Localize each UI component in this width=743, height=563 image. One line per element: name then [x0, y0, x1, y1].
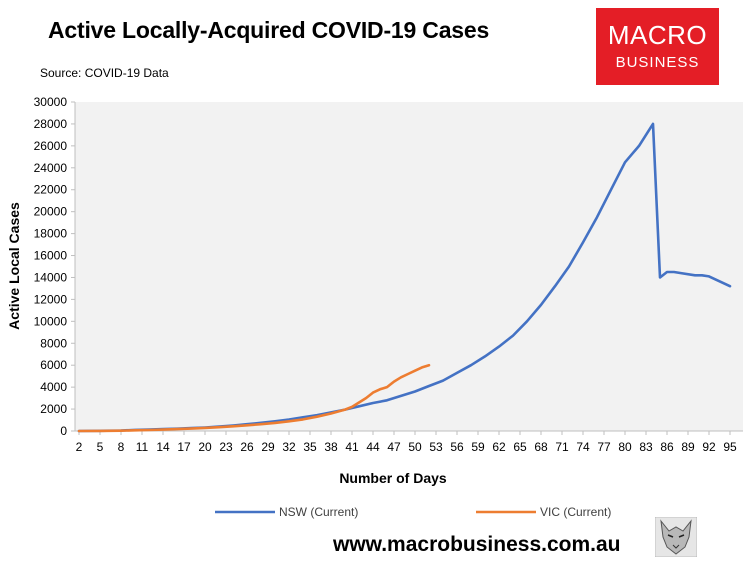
x-tick-label: 74	[576, 440, 590, 454]
y-tick-label: 12000	[34, 292, 68, 306]
y-tick-label: 20000	[34, 205, 68, 219]
y-tick-label: 0	[60, 424, 67, 438]
x-tick-label: 5	[97, 440, 104, 454]
y-tick-label: 14000	[34, 270, 68, 284]
x-tick-label: 26	[240, 440, 254, 454]
legend-label: NSW (Current)	[279, 505, 358, 519]
x-tick-label: 86	[660, 440, 674, 454]
x-tick-label: 11	[136, 440, 149, 454]
y-tick-label: 18000	[34, 227, 68, 241]
x-tick-label: 32	[282, 440, 296, 454]
page-title: Active Locally-Acquired COVID-19 Cases	[48, 17, 490, 43]
legend: NSW (Current) VIC (Current)	[215, 505, 611, 519]
x-tick-label: 56	[450, 440, 464, 454]
axes: 0 2000 4000 6000 8000 10000 12000 14000 16000 180…	[34, 95, 743, 454]
x-tick-label: 68	[534, 440, 548, 454]
x-tick-label: 65	[513, 440, 527, 454]
logo-line-1: MACRO	[607, 20, 708, 50]
x-tick-label: 23	[219, 440, 233, 454]
x-tick-label: 20	[198, 440, 212, 454]
y-tick-label: 6000	[40, 358, 67, 372]
footer-url: www.macrobusiness.com.au	[333, 533, 621, 556]
y-tick-label: 22000	[34, 183, 68, 197]
x-tick-label: 89	[681, 440, 695, 454]
x-tick-label: 59	[471, 440, 485, 454]
y-tick-label: 4000	[40, 380, 67, 394]
x-axis-label: Number of Days	[339, 470, 447, 486]
x-tick-label: 38	[324, 440, 338, 454]
series-line-vic	[77, 363, 431, 433]
x-tick-label: 35	[303, 440, 317, 454]
y-tick-label: 2000	[40, 402, 67, 416]
source-note: Source: COVID-19 Data	[40, 66, 169, 80]
y-tick-label: 30000	[34, 95, 68, 109]
y-tick-label: 24000	[34, 161, 68, 175]
x-tick-label: 14	[156, 440, 170, 454]
x-tick-label: 80	[618, 440, 632, 454]
series-layer	[77, 122, 732, 433]
x-tick-label: 95	[723, 440, 737, 454]
y-tick-label: 26000	[34, 139, 68, 153]
x-tick-label: 71	[555, 440, 569, 454]
x-tick-label: 17	[177, 440, 191, 454]
x-tick-label: 50	[408, 440, 422, 454]
wolf-logo-icon	[655, 517, 697, 557]
x-tick-label: 41	[345, 440, 359, 454]
y-tick-label: 28000	[34, 117, 68, 131]
x-tick-label: 53	[429, 440, 443, 454]
x-tick-label: 44	[366, 440, 380, 454]
y-tick-label: 10000	[34, 314, 68, 328]
x-tick-label: 62	[492, 440, 506, 454]
x-tick-label: 8	[118, 440, 125, 454]
y-tick-label: 8000	[40, 336, 67, 350]
x-tick-label: 29	[261, 440, 275, 454]
plot-area	[75, 102, 743, 431]
x-tick-label: 2	[76, 440, 83, 454]
x-tick-label: 83	[639, 440, 653, 454]
y-tick-label: 16000	[34, 249, 68, 263]
x-tick-label: 92	[702, 440, 716, 454]
logo-line-2: BUSINESS	[615, 54, 700, 71]
x-tick-label: 77	[597, 440, 611, 454]
x-tick-label: 47	[387, 440, 401, 454]
y-axis-label: Active Local Cases	[6, 202, 22, 330]
legend-label: VIC (Current)	[540, 505, 611, 519]
macrobusiness-logo: MACRO BUSINESS	[596, 8, 719, 85]
